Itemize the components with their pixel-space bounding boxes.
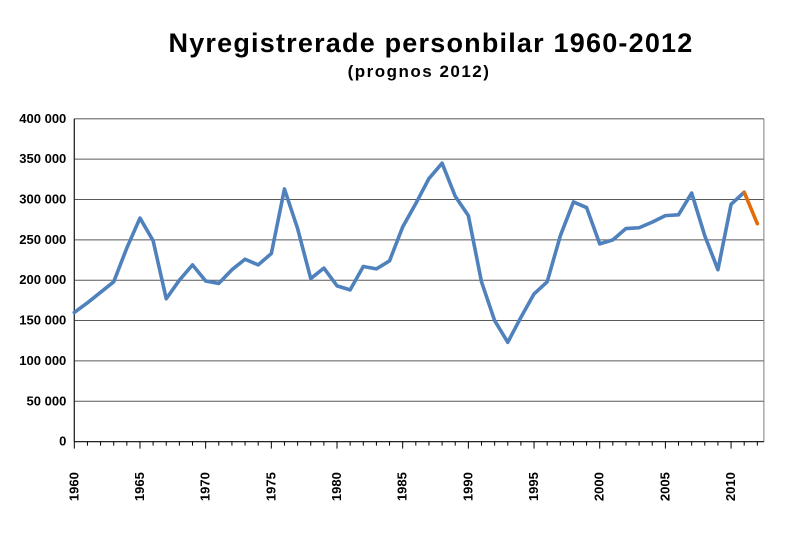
svg-text:150 000: 150 000 (19, 313, 66, 328)
svg-text:350 000: 350 000 (19, 151, 66, 166)
svg-text:300 000: 300 000 (19, 192, 66, 207)
svg-text:50 000: 50 000 (27, 393, 67, 408)
svg-text:1960: 1960 (66, 472, 81, 501)
svg-text:0: 0 (59, 434, 66, 449)
svg-text:1970: 1970 (198, 472, 213, 501)
svg-text:250 000: 250 000 (19, 232, 66, 247)
svg-text:2000: 2000 (592, 472, 607, 501)
svg-text:200 000: 200 000 (19, 272, 66, 287)
svg-text:1975: 1975 (263, 472, 278, 501)
svg-text:1990: 1990 (460, 472, 475, 501)
svg-text:1995: 1995 (526, 472, 541, 501)
svg-text:2010: 2010 (723, 472, 738, 501)
svg-text:1965: 1965 (132, 472, 147, 501)
svg-text:1980: 1980 (329, 472, 344, 501)
svg-text:100 000: 100 000 (19, 353, 66, 368)
svg-text:1985: 1985 (395, 472, 410, 501)
svg-text:2005: 2005 (657, 472, 672, 501)
svg-text:400 000: 400 000 (19, 111, 66, 126)
